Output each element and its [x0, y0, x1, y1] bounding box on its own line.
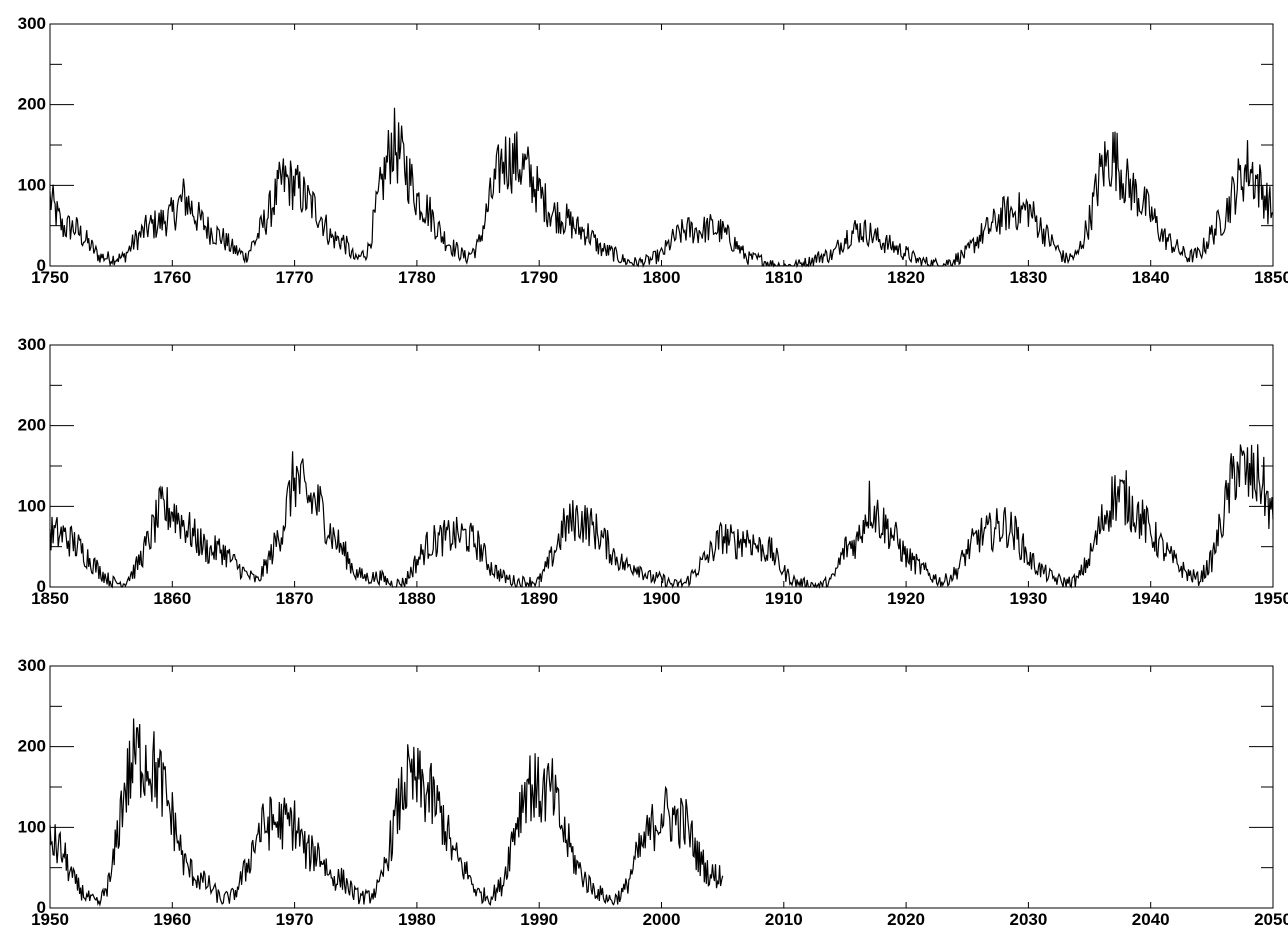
y-tick-label: 0	[37, 898, 46, 917]
x-tick-label: 1750	[31, 268, 69, 287]
x-tick-label: 1950	[1254, 589, 1288, 608]
x-tick-label: 1840	[1132, 268, 1170, 287]
x-tick-label: 1820	[887, 268, 925, 287]
x-tick-label: 1850	[31, 589, 69, 608]
x-tick-label: 2030	[1009, 910, 1047, 929]
sunspot-series-line	[49, 444, 1274, 590]
y-tick-label: 300	[18, 656, 46, 675]
x-tick-label: 1760	[153, 268, 191, 287]
x-tick-label: 1980	[398, 910, 436, 929]
x-tick-label: 1850	[1254, 268, 1288, 287]
y-tick-label: 200	[18, 95, 46, 114]
y-tick-label: 0	[37, 256, 46, 275]
x-tick-label: 1910	[765, 589, 803, 608]
y-tick-label: 300	[18, 335, 46, 354]
y-tick-label: 200	[18, 737, 46, 756]
x-tick-label: 1990	[520, 910, 558, 929]
x-tick-label: 1860	[153, 589, 191, 608]
x-tick-label: 2010	[765, 910, 803, 929]
y-tick-label: 0	[37, 577, 46, 596]
sunspot-series-line	[49, 718, 724, 907]
x-tick-label: 1930	[1009, 589, 1047, 608]
y-tick-labels: 0 100 200 300	[18, 656, 46, 917]
y-tick-labels: 0 100 200 300	[18, 335, 46, 596]
x-tick-label: 1950	[31, 910, 69, 929]
x-tick-label: 1790	[520, 268, 558, 287]
x-tick-label: 2020	[887, 910, 925, 929]
x-tick-label: 2040	[1132, 910, 1170, 929]
x-tick-labels: 1850 1860 1870 1880 1890 1900 1910 1920 1930 1940…	[31, 589, 1288, 608]
x-tick-label: 1890	[520, 589, 558, 608]
x-tick-label: 1920	[887, 589, 925, 608]
x-tick-label: 1970	[276, 910, 314, 929]
x-tick-label: 1770	[276, 268, 314, 287]
x-tick-label: 1800	[643, 268, 681, 287]
x-tick-label: 2050	[1254, 910, 1288, 929]
y-tick-label: 100	[18, 817, 46, 836]
x-tick-label: 1900	[643, 589, 681, 608]
x-tick-label: 1810	[765, 268, 803, 287]
x-tick-label: 1830	[1009, 268, 1047, 287]
x-tick-labels: 1950 1960 1970 1980 1990 2000 2010 2020 2030 2040…	[31, 910, 1288, 929]
x-tick-label: 1880	[398, 589, 436, 608]
axis-ticks	[49, 665, 1274, 909]
x-tick-label: 1940	[1132, 589, 1170, 608]
x-tick-label: 1780	[398, 268, 436, 287]
x-tick-label: 1870	[276, 589, 314, 608]
y-tick-label: 300	[18, 14, 46, 33]
x-tick-label: 2000	[643, 910, 681, 929]
axis-ticks	[49, 344, 1274, 588]
x-tick-label: 1960	[153, 910, 191, 929]
y-tick-label: 100	[18, 496, 46, 515]
y-tick-labels: 0 100 200 300	[18, 14, 46, 275]
sunspot-series-line	[49, 107, 1274, 269]
x-tick-labels: 1750 1760 1770 1780 1790 1800 1810 1820 1830 1840…	[31, 268, 1288, 287]
y-tick-label: 100	[18, 175, 46, 194]
y-tick-label: 200	[18, 416, 46, 435]
panel-1950-2050: 0 100 200 300 1950 1960 1970 1980 1990 2000 2010 2…	[18, 656, 1288, 929]
